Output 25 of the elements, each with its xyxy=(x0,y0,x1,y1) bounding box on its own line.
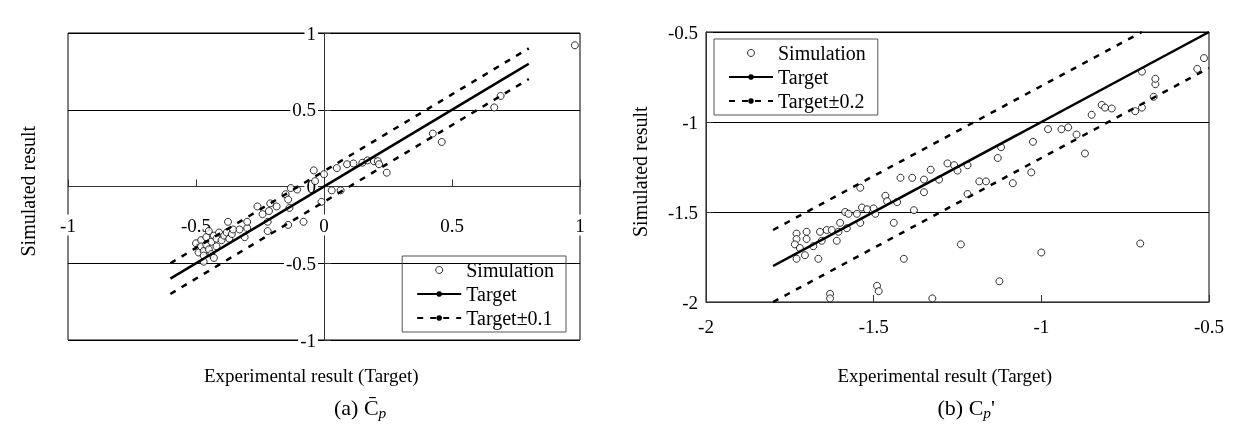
legend-label: Target xyxy=(778,66,829,89)
y-axis-title: Simulated result xyxy=(17,125,39,257)
x-tick-label: -1.5 xyxy=(858,316,889,337)
x-tick-label: -1 xyxy=(60,214,76,236)
legend-label: Simulation xyxy=(778,42,866,64)
x-axis-title: Experimental result (Target) xyxy=(204,365,419,387)
x-tick-label: 0.5 xyxy=(440,214,464,236)
y-axis-title: Simulated result xyxy=(629,106,651,237)
y-tick-label: -0.5 xyxy=(285,252,316,274)
legend-label: Simulation xyxy=(466,259,555,281)
x-tick-label: -0.5 xyxy=(1193,316,1225,337)
y-tick-label: -1 xyxy=(682,111,698,133)
y-tick-label: 1 xyxy=(306,22,316,44)
legend-label: Target±0.1 xyxy=(466,307,553,330)
x-tick-label: -0.5 xyxy=(180,214,212,236)
y-tick-label: 0 xyxy=(306,176,316,197)
legend-label: Target±0.2 xyxy=(778,90,865,113)
y-tick-label: -0.5 xyxy=(667,21,698,43)
legend-label: Target xyxy=(466,283,518,306)
y-tick-label: -2 xyxy=(682,291,698,313)
x-tick-label: -2 xyxy=(698,316,714,337)
x-tick-label: -1 xyxy=(1033,316,1050,337)
x-axis-title: Experimental result (Target) xyxy=(837,365,1053,387)
y-tick-label: 0.5 xyxy=(292,99,316,121)
x-tick-label: 1 xyxy=(575,214,585,236)
